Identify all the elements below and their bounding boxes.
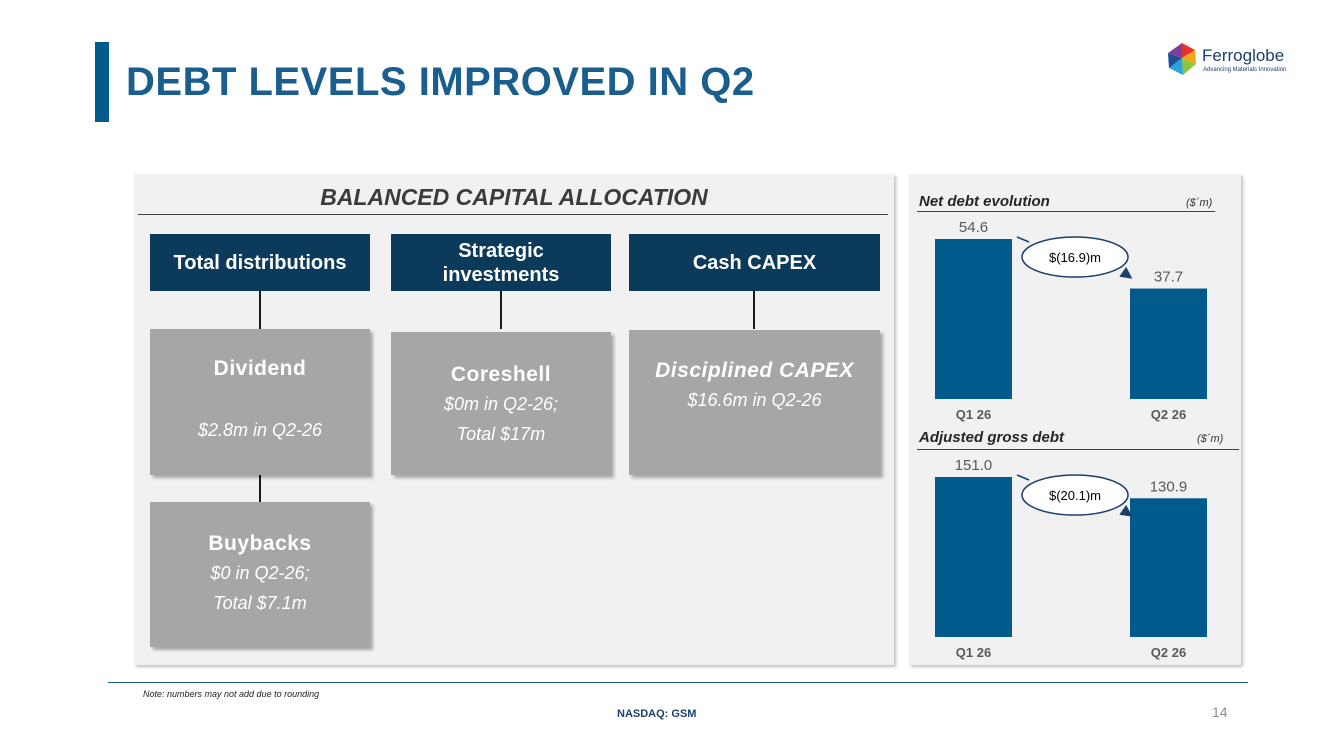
coreshell-detail-q2: $0m in Q2-26; (443, 394, 559, 414)
connector-distributions (259, 291, 261, 329)
capital-allocation-panel: BALANCED CAPITAL ALLOCATION Total distri… (134, 174, 894, 665)
dividend-detail: $2.8m in Q2-26 (197, 420, 323, 440)
net-debt-chart-unit: ($´m) (1186, 197, 1213, 209)
data-label: 54.6 (959, 219, 988, 236)
net-debt-chart-title: Net debt evolution (919, 193, 1050, 210)
gross-debt-chart-divider (917, 449, 1239, 450)
change-label: $(16.9)m (1049, 250, 1101, 265)
logo-name: Ferroglobe (1202, 46, 1285, 65)
bar-q2-26 (1130, 288, 1207, 399)
net-debt-chart: 54.6 Q1 26 37.7 Q2 26 $(16.9)m (935, 219, 1207, 422)
dividend-title: Dividend (213, 357, 307, 380)
data-label: 130.9 (1150, 478, 1188, 495)
footnote: Note: numbers may not add due to roundin… (143, 689, 320, 699)
change-bubble (1021, 236, 1129, 278)
category-label: Q2 26 (1151, 407, 1186, 422)
buybacks-title: Buybacks (208, 532, 312, 555)
bar-q1-26 (935, 477, 1012, 637)
capex-title: Disciplined CAPEX (655, 359, 854, 382)
change-arrow-icon (1119, 504, 1133, 517)
bar-q1-26 (935, 239, 1012, 399)
gross-debt-chart-unit: ($´m) (1197, 433, 1224, 445)
coreshell-detail-total: Total $17m (456, 424, 546, 444)
connector-dividend-buybacks (259, 475, 261, 503)
change-arrow-icon (1119, 266, 1133, 279)
net-debt-chart-divider (917, 211, 1215, 212)
change-arrow-tail (1016, 474, 1030, 481)
buybacks-detail-total: Total $7.1m (213, 593, 307, 613)
connector-strategic (500, 291, 502, 329)
panel-heading: BALANCED CAPITAL ALLOCATION (320, 184, 708, 210)
category-total-distributions: Total distributions (150, 234, 370, 291)
change-bubble (1021, 474, 1129, 516)
data-label: 151.0 (955, 457, 993, 474)
footer-divider (108, 682, 1248, 683)
ferroglobe-logo-icon (1168, 43, 1196, 75)
data-label: 37.7 (1154, 269, 1183, 286)
category-strategic-investments: Strategic investments (391, 234, 611, 291)
heading-divider (138, 214, 888, 215)
capex-detail: $16.6m in Q2-26 (687, 390, 822, 410)
gross-debt-chart-title: Adjusted gross debt (919, 429, 1065, 446)
buybacks-box: Buybacks $0 in Q2-26; Total $7.1m (150, 502, 370, 647)
connector-capex (753, 291, 755, 329)
gross-debt-chart: 151.0 Q1 26 130.9 Q2 26 $(20.1)m (935, 457, 1207, 660)
company-logo: Ferroglobe Advancing Materials Innovatio… (1166, 42, 1296, 78)
bar-q2-26 (1130, 498, 1207, 637)
category-cash-capex: Cash CAPEX (629, 234, 880, 291)
buybacks-detail-q2: $0 in Q2-26; (210, 563, 310, 583)
category-label: Q1 26 (956, 645, 991, 660)
capex-box: Disciplined CAPEX $16.6m in Q2-26 (629, 330, 880, 475)
title-accent-bar (95, 42, 109, 122)
page-number: 14 (1212, 704, 1228, 720)
category-label: Q1 26 (956, 407, 991, 422)
logo-tagline: Advancing Materials Innovation (1203, 67, 1287, 73)
change-arrow-tail (1016, 236, 1030, 243)
change-label: $(20.1)m (1049, 488, 1101, 503)
dividend-box: Dividend $2.8m in Q2-26 (150, 329, 370, 475)
coreshell-box: Coreshell $0m in Q2-26; Total $17m (391, 332, 611, 475)
debt-charts-panel: Net debt evolution ($´m) 54.6 Q1 26 37.7 Q2… (909, 174, 1241, 665)
coreshell-title: Coreshell (450, 363, 552, 386)
stock-ticker: NASDAQ: GSM (617, 708, 697, 720)
page-title: DEBT LEVELS IMPROVED IN Q2 (126, 60, 755, 104)
category-label: Q2 26 (1151, 645, 1186, 660)
